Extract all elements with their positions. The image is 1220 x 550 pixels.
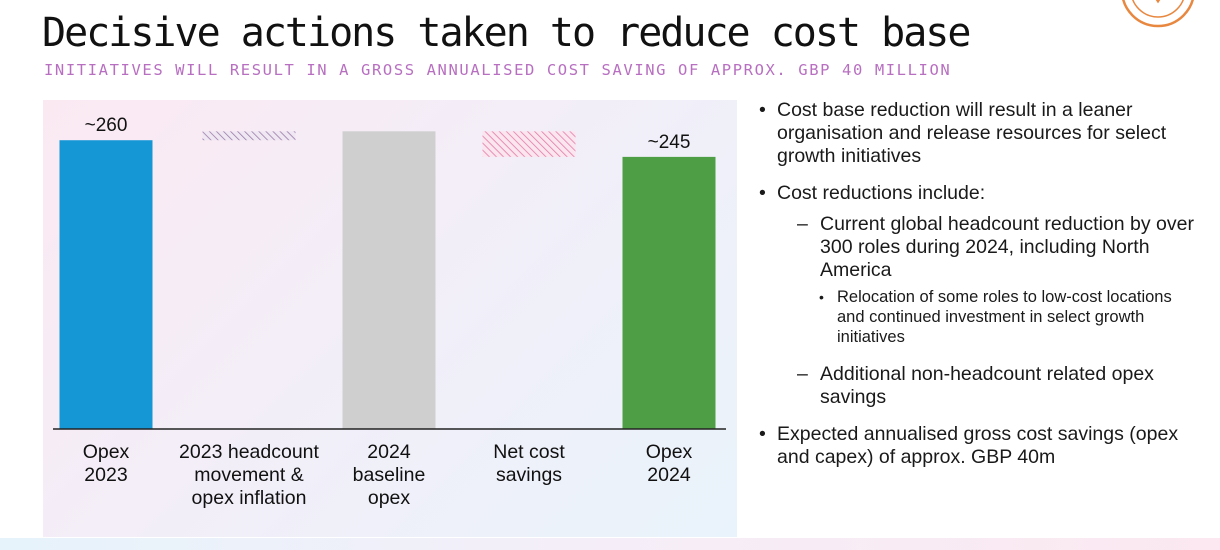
category-label: 2024 baseline opex (353, 441, 426, 509)
bullet-text: Cost reductions include: (777, 182, 986, 204)
waterfall-chart: ~260 Opex 2023 2023 headcount movement & opex… (53, 115, 726, 509)
sub-bullet-item: Additional non-headcount related opex sa… (777, 363, 1197, 409)
bullet-list: Cost base reduction will result in a lea… (757, 99, 1197, 483)
category-label: Net cost savings (493, 441, 565, 486)
sub-sub-bullet-item: Relocation of some roles to low-cost loc… (777, 287, 1197, 347)
bar-2024-baseline (342, 131, 436, 430)
bar-headcount-movement (202, 131, 296, 141)
bar-net-cost-savings (482, 131, 576, 157)
bar-opex-2023 (59, 140, 153, 429)
footer-strip (0, 538, 1220, 550)
page-title: Decisive actions taken to reduce cost ba… (42, 10, 971, 56)
bar-opex-2024 (622, 156, 716, 429)
category-label: 2023 headcount movement & opex inflation (179, 441, 319, 509)
data-label: ~260 (85, 115, 128, 136)
bullet-text: Expected annualised gross cost savings (… (777, 423, 1179, 468)
category-label: Opex 2024 (646, 441, 693, 486)
chart-panel: ~260 Opex 2023 2023 headcount movement & opex… (43, 100, 737, 537)
bullet-item: Expected annualised gross cost savings (… (757, 423, 1197, 469)
data-label: ~245 (648, 132, 691, 153)
bullet-item: Cost base reduction will result in a lea… (757, 99, 1197, 168)
circle-logo-icon (1122, 0, 1194, 28)
bullet-item: Cost reductions include: Current global h… (757, 182, 1197, 409)
category-label: Opex 2023 (83, 441, 130, 486)
page-subtitle: INITIATIVES WILL RESULT IN A GROSS ANNUA… (44, 61, 952, 79)
sub-bullet-item: Current global headcount reduction by ov… (777, 213, 1197, 282)
bullet-text: Cost base reduction will result in a lea… (777, 99, 1167, 167)
